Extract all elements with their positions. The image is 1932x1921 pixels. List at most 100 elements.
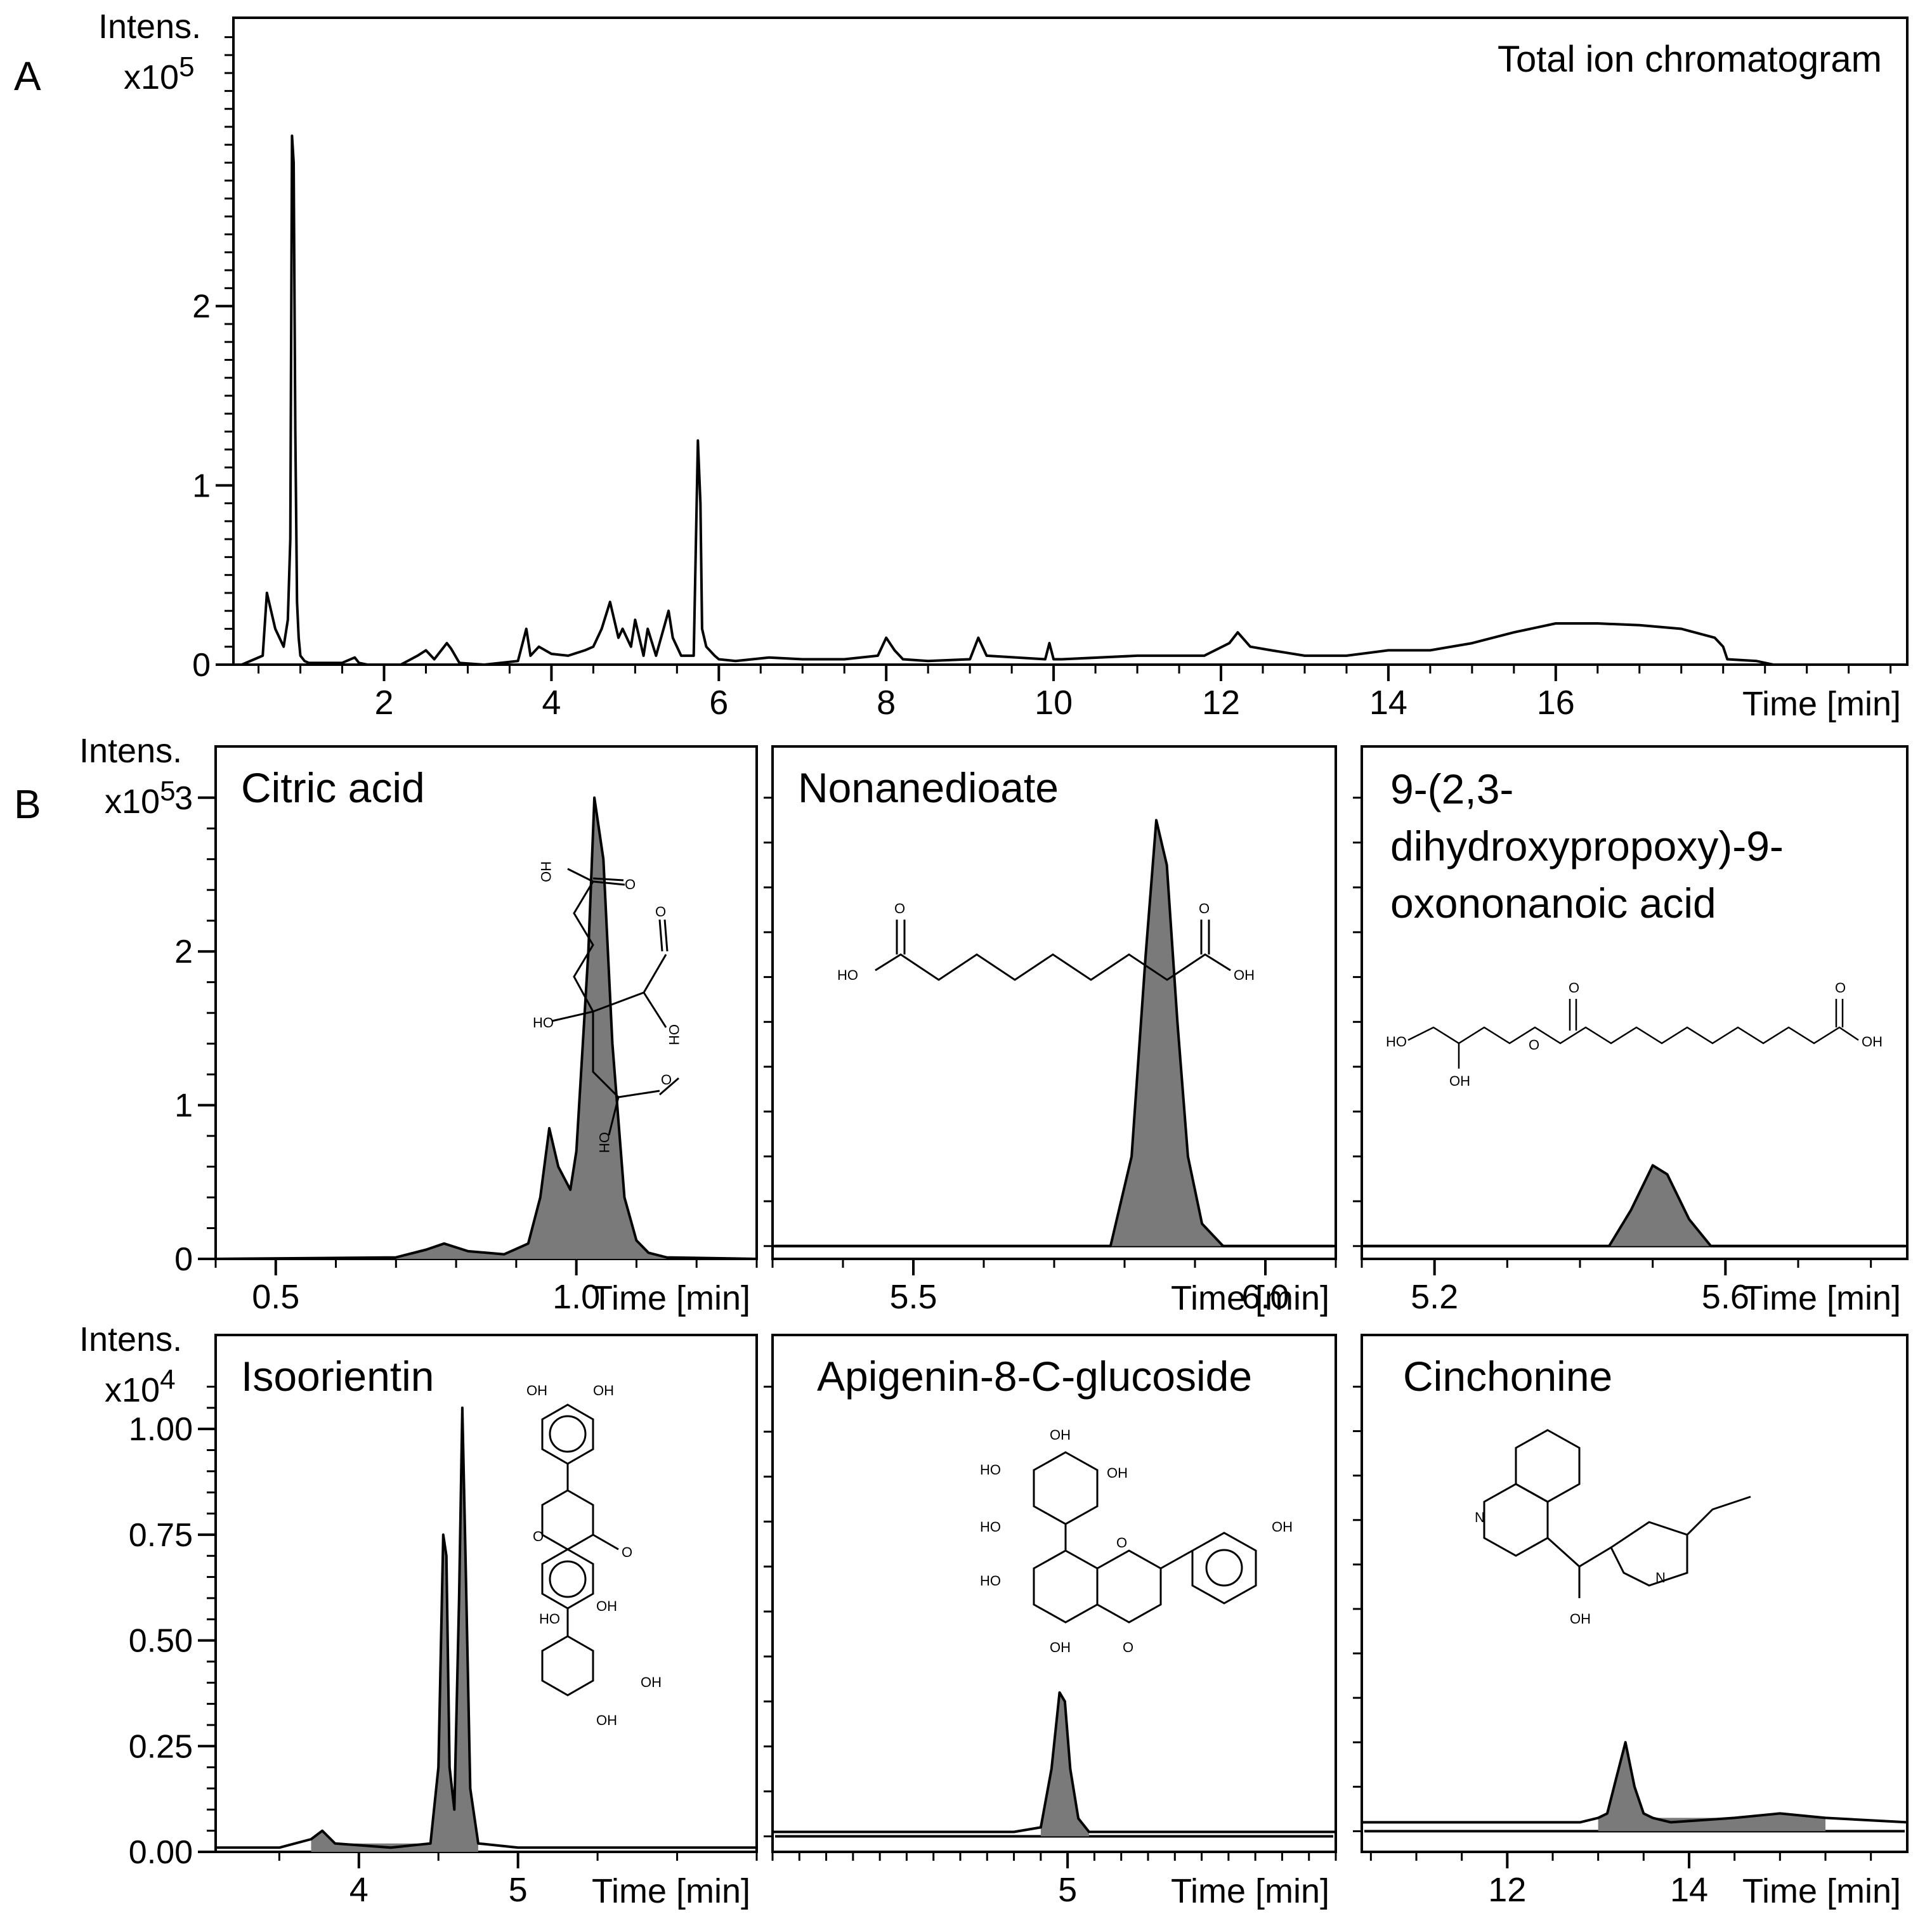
y-tick-label: 3 — [174, 780, 193, 817]
chart-cinchonine: Cinchonine 12 14 Time [min] — [1353, 1334, 1909, 1910]
x-tick-label: 14 — [1670, 1871, 1708, 1909]
citric-ho-1: HO — [538, 861, 554, 882]
citric-o-3: O — [661, 1072, 672, 1088]
x-axis-label: Time [min] — [1742, 1279, 1901, 1317]
chart-title: Nonanedioate — [798, 764, 1059, 811]
y-tick-label: 1 — [192, 467, 211, 504]
x-tick-label: 8 — [877, 684, 896, 722]
cinchonine-n-2: N — [1655, 1570, 1666, 1586]
x-axis-label: Time [min] — [592, 1279, 750, 1317]
x-tick-label: 12 — [1488, 1871, 1526, 1909]
x-tick-label: 4 — [349, 1871, 369, 1909]
plot-frame — [214, 745, 758, 1260]
y-unit-label: x104 — [105, 1364, 176, 1409]
x-tick-label: 5 — [1058, 1871, 1077, 1909]
x-tick-label: 14 — [1369, 684, 1407, 722]
apigenin-oh-2: OH — [1107, 1465, 1128, 1481]
chart-oxononanoic-acid: 9-(2,3- dihydroxypropoxy)-9- oxononanoic a… — [1353, 745, 1909, 1317]
apigenin-o-1: O — [1116, 1535, 1127, 1551]
x-tick-label: 0.5 — [252, 1278, 299, 1316]
peak-area — [1609, 1165, 1711, 1246]
apigenin-o-2: O — [1123, 1639, 1133, 1655]
oxononanoic-oh-2: OH — [1862, 1034, 1883, 1050]
oxononanoic-o-2: O — [1569, 980, 1579, 996]
y-tick-label: 0 — [192, 647, 211, 684]
x-axis-label: Time [min] — [1171, 1279, 1329, 1317]
isoorientin-oh-3: OH — [596, 1598, 617, 1614]
y-tick-label: 1.00 — [129, 1411, 193, 1448]
y-tick-label: 0.25 — [129, 1728, 193, 1765]
peak-area — [311, 1407, 478, 1852]
oxononanoic-labels: HO OH O O O OH — [1386, 980, 1883, 1089]
isoorientin-oh-4: OH — [641, 1674, 662, 1690]
x-tick-label: 1.0 — [552, 1278, 600, 1316]
chart-title: Citric acid — [241, 764, 425, 811]
chart-title: Cinchonine — [1403, 1353, 1612, 1400]
citric-ho-2: HO — [533, 1015, 554, 1031]
y-tick-label: 1 — [174, 1088, 193, 1124]
panel-label-b: B — [14, 781, 41, 827]
isoorientin-o-1: O — [622, 1544, 632, 1560]
nonanedioate-structure — [875, 920, 1231, 981]
citric-oh-1: OH — [666, 1024, 682, 1045]
oxononanoic-ho: HO — [1386, 1034, 1407, 1050]
apigenin-oh-4: OH — [1050, 1639, 1071, 1655]
x-tick-label: 12 — [1202, 684, 1240, 722]
nonanedioate-o-1: O — [894, 901, 905, 916]
chart-title-line: oxononanoic acid — [1390, 880, 1716, 927]
chart-title: Isoorientin — [241, 1353, 434, 1400]
series-line — [216, 1406, 757, 1849]
y-unit-label: x105 — [124, 51, 195, 96]
cinchonine-labels: N N OH — [1475, 1509, 1666, 1627]
plot-frame — [214, 1334, 758, 1853]
x-tick-label: 6.0 — [1241, 1278, 1289, 1316]
apigenin-structure — [1033, 1451, 1257, 1624]
chart-title: Total ion chromatogram — [1498, 39, 1882, 80]
cinchonine-n-1: N — [1475, 1509, 1485, 1525]
oxononanoic-structure — [1407, 999, 1859, 1069]
x-tick-label: 16 — [1537, 684, 1575, 722]
plot-frame — [1361, 1334, 1909, 1853]
y-tick-label: 2 — [174, 934, 193, 970]
y-unit-label: x105 — [105, 776, 176, 821]
series-line — [1362, 1741, 1908, 1824]
x-tick-label: 5.6 — [1702, 1278, 1749, 1316]
peak-area — [1110, 820, 1224, 1246]
series-line — [773, 1691, 1336, 1833]
nonanedioate-oh: OH — [1234, 967, 1255, 983]
plot-frame — [1361, 745, 1909, 1260]
isoorientin-oh-5: OH — [596, 1712, 617, 1728]
y-tick-label: 0.50 — [129, 1623, 193, 1660]
cinchonine-structure — [1483, 1429, 1751, 1598]
oxononanoic-oh-1: OH — [1449, 1073, 1470, 1089]
nonanedioate-ho: HO — [837, 967, 858, 983]
series-line — [1362, 1164, 1907, 1247]
x-axis-label: Time [min] — [1171, 1872, 1329, 1910]
plot-frame — [232, 16, 1909, 666]
citric-o-2: O — [655, 904, 666, 920]
y-axis-label: Intens. — [79, 732, 182, 770]
y-tick-label: 0 — [174, 1241, 193, 1278]
chart-title-line: 9-(2,3- — [1390, 765, 1513, 812]
chart-isoorientin: Isoorientin Intens. x104 0.00 0.25 0.50 0.75 1.… — [79, 1320, 758, 1910]
x-tick-label: 6 — [709, 684, 728, 722]
chart-apigenin-8-c-glucoside: Apigenin-8-C-glucoside 5 Time [min] — [764, 1334, 1337, 1910]
citric-o-1: O — [625, 876, 636, 892]
isoorientin-oh-1: OH — [526, 1383, 547, 1398]
x-tick-label: 5 — [509, 1871, 528, 1909]
chart-title: Apigenin-8-C-glucoside — [817, 1353, 1252, 1400]
apigenin-ho-1: HO — [980, 1462, 1001, 1478]
isoorientin-oh-2: OH — [593, 1383, 614, 1398]
citric-oh-2: OH — [596, 1132, 612, 1153]
nonanedioate-labels: HO O O OH — [837, 901, 1255, 983]
cinchonine-oh: OH — [1570, 1611, 1591, 1627]
y-tick-label: 2 — [192, 289, 211, 325]
oxononanoic-o-1: O — [1529, 1037, 1539, 1053]
x-axis-label: Time [min] — [1742, 685, 1901, 723]
x-tick-label: 2 — [374, 684, 393, 722]
peak-area — [1040, 1692, 1089, 1837]
